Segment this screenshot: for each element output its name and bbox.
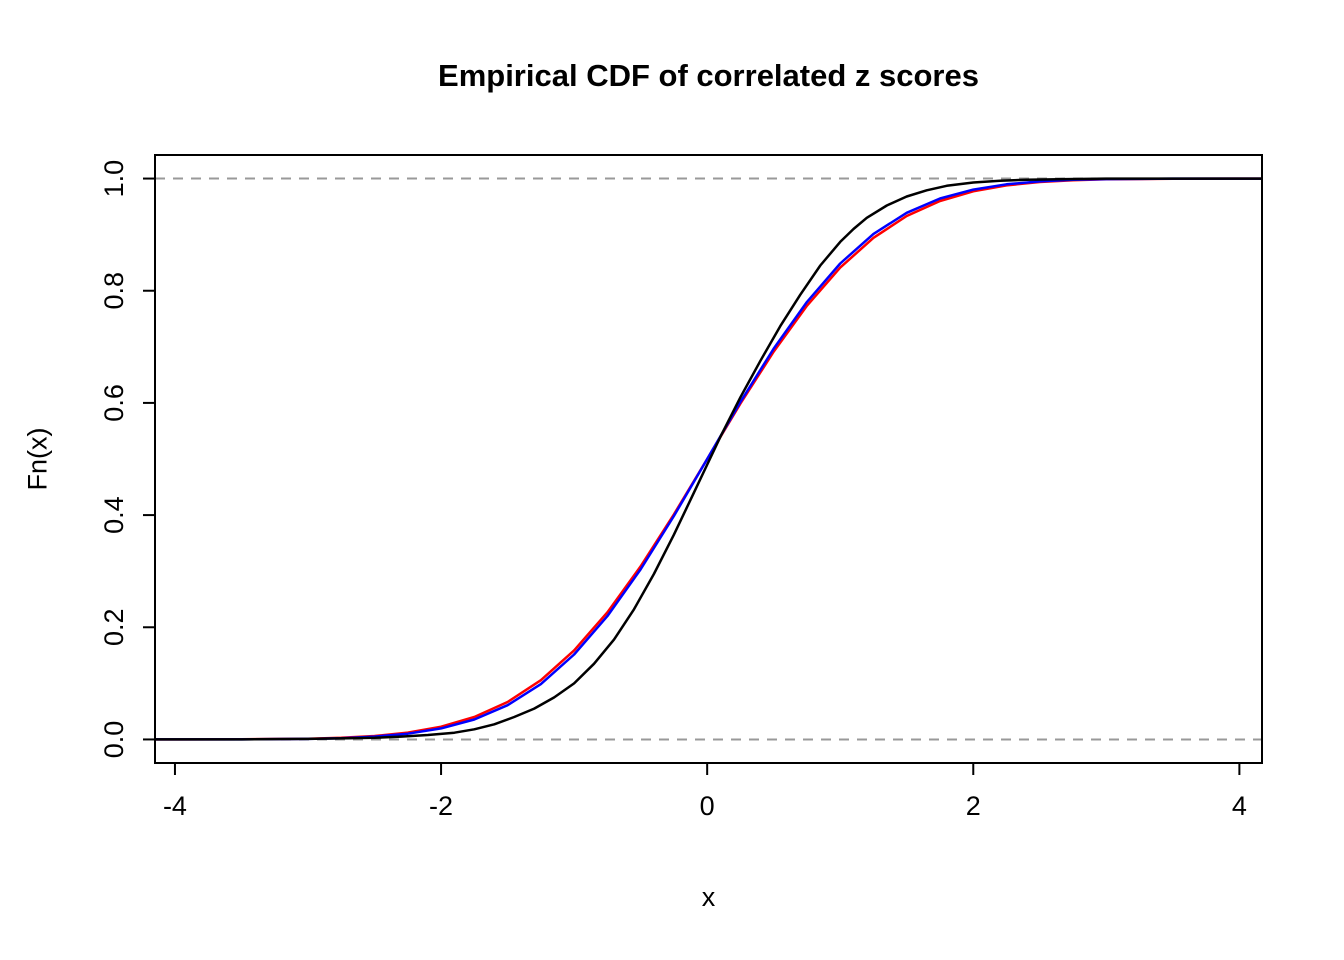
x-tick-label: -4	[163, 791, 187, 821]
x-tick-label: 0	[700, 791, 715, 821]
plot-title: Empirical CDF of correlated z scores	[438, 58, 979, 93]
x-tick-label: -2	[429, 791, 453, 821]
y-tick-label: 0.8	[99, 272, 129, 310]
y-tick-label: 1.0	[99, 160, 129, 198]
x-tick-label: 2	[966, 791, 981, 821]
y-tick-label: 0.6	[99, 384, 129, 422]
black-curve	[155, 177, 1262, 741]
y-tick-label: 0.4	[99, 496, 129, 534]
x-axis-label: x	[701, 882, 716, 912]
blue-curve	[155, 177, 1262, 741]
curves-group	[155, 177, 1262, 741]
y-axis-label: Fn(x)	[22, 427, 53, 491]
plot-box	[154, 154, 1263, 764]
y-tick-label: 0.2	[99, 608, 129, 646]
x-tick-label: 4	[1232, 791, 1247, 821]
y-tick-label: 0.0	[99, 721, 129, 759]
